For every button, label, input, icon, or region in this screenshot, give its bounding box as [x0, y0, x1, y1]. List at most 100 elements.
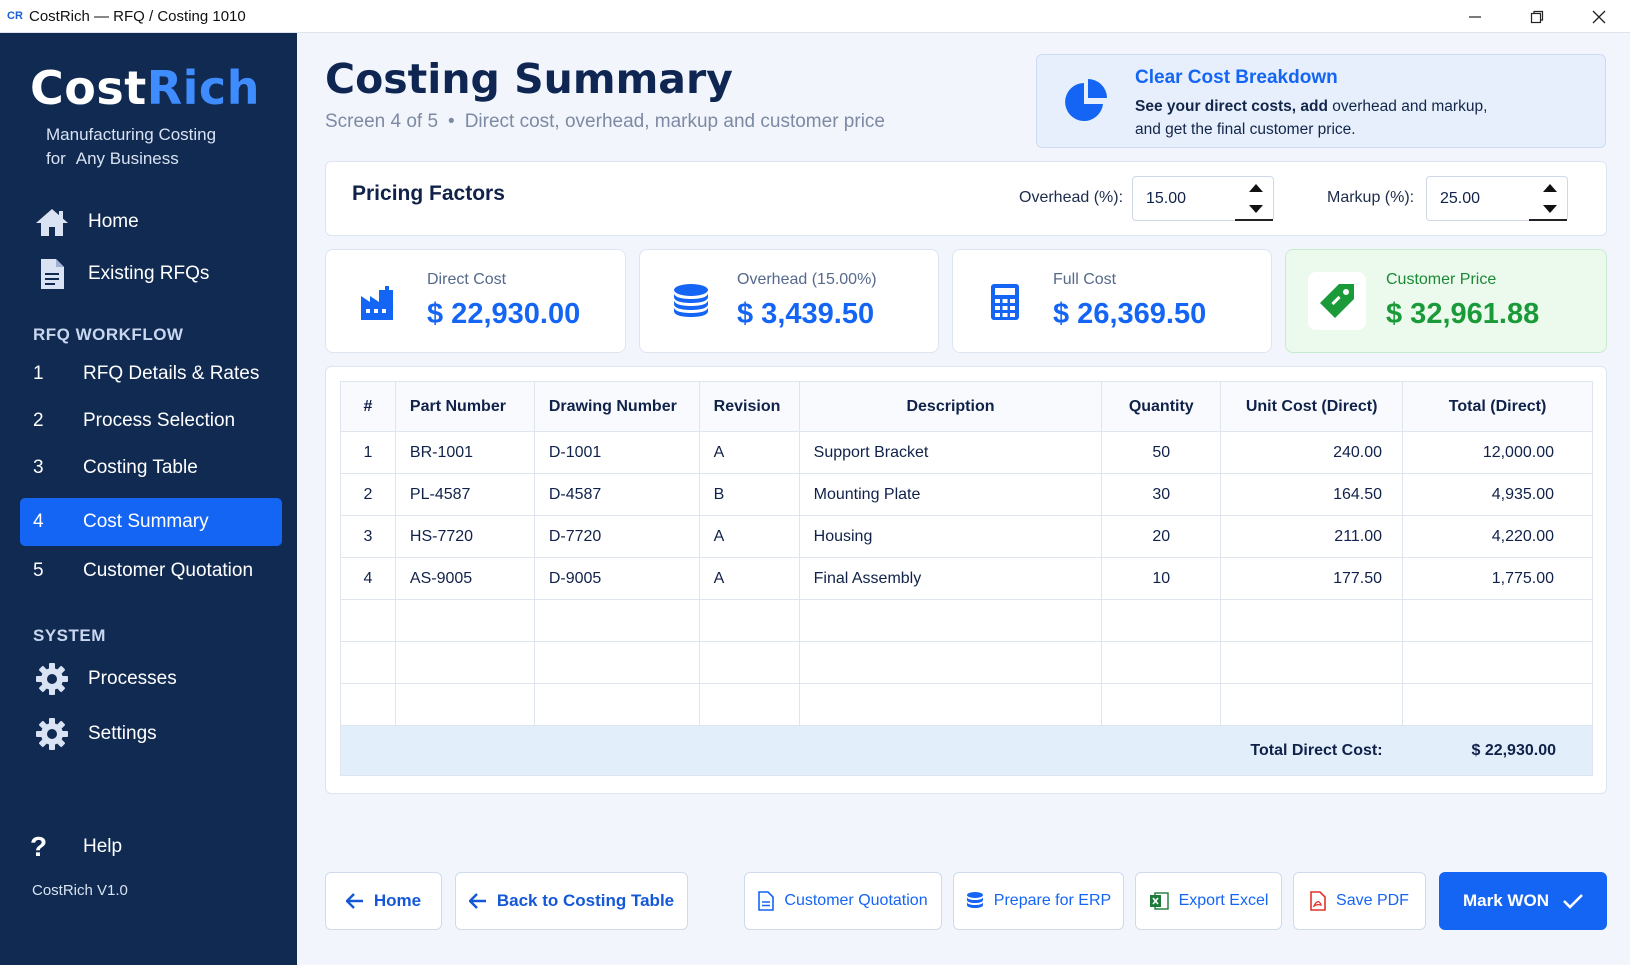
- app-logo: CR: [7, 10, 23, 22]
- metric-value: $ 22,930.00: [427, 298, 581, 330]
- empty-row: [340, 641, 1593, 684]
- cell-description: Mounting Plate: [798, 473, 1103, 516]
- column-header[interactable]: Unit Cost (Direct): [1220, 381, 1404, 432]
- column-header[interactable]: Revision: [698, 381, 800, 432]
- button-label: Home: [373, 891, 422, 910]
- cell-part-number: PL-4587: [394, 473, 535, 516]
- close-button[interactable]: [1568, 0, 1630, 33]
- sidebar-item-label: Processes: [88, 668, 177, 689]
- home-button[interactable]: Home: [325, 872, 442, 930]
- export-excel-button[interactable]: Export Excel: [1135, 872, 1282, 930]
- button-label: Back to Costing Table: [496, 891, 675, 910]
- mark-won-button[interactable]: Mark WON: [1439, 872, 1607, 930]
- help-icon: ?: [30, 831, 48, 862]
- cell-index: 2: [340, 473, 396, 516]
- restore-icon: [1530, 10, 1544, 23]
- table-row[interactable]: 2 PL-4587 D-4587 B Mounting Plate 30 164…: [340, 473, 1593, 516]
- sidebar-item-home[interactable]: Home: [20, 198, 282, 246]
- column-header[interactable]: #: [340, 381, 396, 432]
- minimize-button[interactable]: [1444, 0, 1506, 33]
- step-number: 5: [33, 560, 44, 581]
- checkmark-icon: [1563, 893, 1583, 909]
- spin-down-icon[interactable]: [1543, 205, 1557, 213]
- cell-index: 1: [340, 431, 396, 474]
- metric-direct-cost: Direct Cost $ 22,930.00: [325, 249, 626, 353]
- sidebar-item-cost-summary[interactable]: 4 Cost Summary: [20, 498, 282, 546]
- cell-revision: A: [698, 431, 800, 474]
- overhead-value[interactable]: 15.00: [1146, 190, 1187, 207]
- gear-icon: [32, 661, 72, 697]
- price-tag-icon: [1308, 272, 1366, 330]
- total-direct-cost-value: $ 22,930.00: [1402, 725, 1593, 776]
- spin-up-icon[interactable]: [1543, 184, 1557, 192]
- metric-customer-price: Customer Price $ 32,961.88: [1285, 249, 1607, 353]
- database-icon: [966, 891, 984, 911]
- spinner-underline: [1529, 219, 1567, 221]
- cell-unit-cost: 211.00: [1220, 515, 1404, 558]
- sidebar-item-existing-rfqs[interactable]: Existing RFQs: [20, 250, 282, 298]
- table-row[interactable]: 4 AS-9005 D-9005 A Final Assembly 10 177…: [340, 557, 1593, 600]
- excel-icon: [1149, 891, 1169, 911]
- cell-description: Support Bracket: [798, 431, 1103, 474]
- sidebar-item-label: Existing RFQs: [88, 263, 210, 284]
- cell-drawing-number: D-7720: [533, 515, 700, 558]
- sidebar-item-label: Home: [88, 211, 139, 232]
- sidebar-item-processes[interactable]: Processes: [20, 655, 282, 703]
- tagline-line1: Manufacturing Costing: [46, 125, 217, 144]
- column-header[interactable]: Quantity: [1101, 381, 1222, 432]
- button-label: Customer Quotation: [784, 892, 928, 909]
- help-link[interactable]: ? Help: [30, 831, 122, 863]
- cell-unit-cost: 164.50: [1220, 473, 1404, 516]
- spin-down-icon[interactable]: [1249, 205, 1263, 213]
- column-header[interactable]: Total (Direct): [1402, 381, 1593, 432]
- arrow-left-icon: [345, 893, 364, 909]
- maximize-button[interactable]: [1506, 0, 1568, 33]
- sidebar-item-customer-quotation[interactable]: 5 Customer Quotation: [20, 547, 282, 595]
- metric-label: Full Cost: [1053, 271, 1117, 288]
- sidebar-item-costing-table[interactable]: 3 Costing Table: [20, 444, 282, 492]
- button-label: Export Excel: [1178, 892, 1269, 909]
- brand-tagline: Manufacturing Costing for Any Business: [46, 123, 266, 171]
- total-direct-cost-label: Total Direct Cost:: [1220, 725, 1403, 776]
- save-pdf-button[interactable]: Save PDF: [1293, 872, 1426, 930]
- column-header[interactable]: Part Number: [394, 381, 535, 432]
- sidebar-item-settings[interactable]: Settings: [20, 710, 282, 758]
- table-row[interactable]: 3 HS-7720 D-7720 A Housing 20 211.00 4,2…: [340, 515, 1593, 558]
- column-header[interactable]: Drawing Number: [533, 381, 700, 432]
- table-row[interactable]: 1 BR-1001 D-1001 A Support Bracket 50 24…: [340, 431, 1593, 474]
- cell-drawing-number: D-4587: [533, 473, 700, 516]
- page-title: Costing Summary: [325, 55, 733, 103]
- sidebar-item-label: Process Selection: [83, 410, 236, 431]
- sidebar-item-process-selection[interactable]: 2 Process Selection: [20, 397, 282, 445]
- window-title: CostRich — RFQ / Costing 1010: [29, 7, 246, 25]
- pricing-factors-title: Pricing Factors: [352, 182, 505, 205]
- cost-table: # Part Number Drawing Number Revision De…: [339, 381, 1593, 776]
- markup-spinner[interactable]: 25.00: [1426, 176, 1568, 221]
- cell-part-number: AS-9005: [394, 557, 535, 600]
- system-section-label: SYSTEM: [33, 626, 106, 645]
- cell-quantity: 30: [1101, 473, 1222, 516]
- sidebar: CostRich Manufacturing Costing for Any B…: [0, 33, 297, 965]
- customer-quotation-button[interactable]: Customer Quotation: [744, 872, 942, 930]
- sidebar-item-label: Customer Quotation: [83, 560, 254, 581]
- info-text-bold: See your direct costs, add: [1135, 98, 1328, 115]
- page-subtitle: Screen 4 of 5 • Direct cost, overhead, mar…: [325, 111, 885, 133]
- column-header[interactable]: Description: [798, 381, 1103, 432]
- button-label: Save PDF: [1336, 892, 1409, 909]
- sidebar-item-rfq-details[interactable]: 1 RFQ Details & Rates: [20, 350, 282, 398]
- prepare-erp-button[interactable]: Prepare for ERP: [953, 872, 1124, 930]
- app-version: CostRich V1.0: [32, 882, 128, 899]
- total-row: Total Direct Cost: $ 22,930.00: [339, 725, 1593, 776]
- overhead-spinner[interactable]: 15.00: [1132, 176, 1274, 221]
- cell-part-number: HS-7720: [394, 515, 535, 558]
- back-to-costing-table-button[interactable]: Back to Costing Table: [455, 872, 688, 930]
- subtitle-text: Direct cost, overhead, markup and custom…: [464, 111, 885, 132]
- factory-icon: [354, 278, 402, 326]
- spinner-underline: [1235, 219, 1273, 221]
- spin-up-icon[interactable]: [1249, 184, 1263, 192]
- metric-full-cost: Full Cost $ 26,369.50: [952, 249, 1272, 353]
- cell-index: 4: [340, 557, 396, 600]
- markup-value[interactable]: 25.00: [1440, 190, 1481, 207]
- brand-rich: Rich: [146, 61, 260, 115]
- step-number: 4: [33, 511, 44, 532]
